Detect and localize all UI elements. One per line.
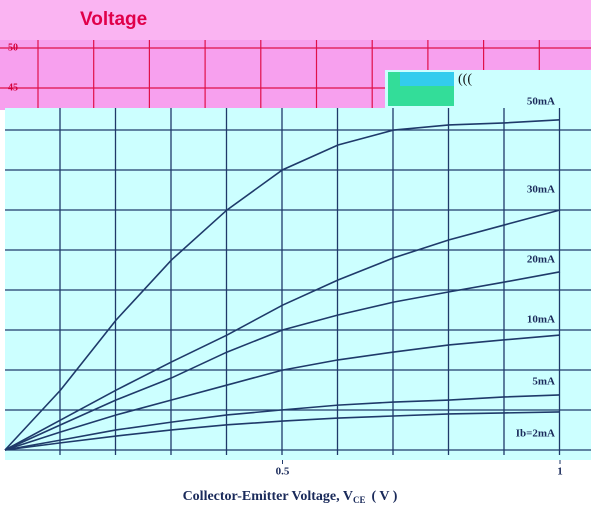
icon-glyph: ((( [458, 72, 472, 87]
series-label: 10mA [527, 314, 555, 326]
series-label: 50mA [527, 95, 555, 107]
curve [4, 271, 561, 451]
x-label-unit: ( V ) [372, 489, 398, 504]
curve [4, 119, 561, 451]
series-label: 30mA [527, 183, 555, 195]
plot-area [5, 108, 591, 460]
overlay-label: 45 [8, 82, 18, 93]
overlay-label: 50 [8, 42, 18, 53]
curve [4, 394, 561, 451]
x-tick-label: 0.5 [276, 466, 290, 478]
icon-part [400, 72, 454, 86]
x-tick-label: 1 [557, 466, 563, 478]
overlay-title: Voltage [80, 9, 147, 30]
curve [4, 334, 561, 451]
series-label: 20mA [527, 253, 555, 265]
x-label-main: Collector-Emitter Voltage, V [183, 489, 353, 504]
axis-area [0, 460, 591, 512]
curve [4, 411, 561, 451]
pink-header [0, 0, 591, 40]
series-label: 5mA [532, 375, 555, 387]
x-label-sub: CE [353, 495, 366, 505]
curve [4, 209, 561, 451]
x-axis-label: Collector-Emitter Voltage, VCE ( V ) [183, 489, 398, 505]
series-label: Ib=2mA [516, 427, 555, 439]
